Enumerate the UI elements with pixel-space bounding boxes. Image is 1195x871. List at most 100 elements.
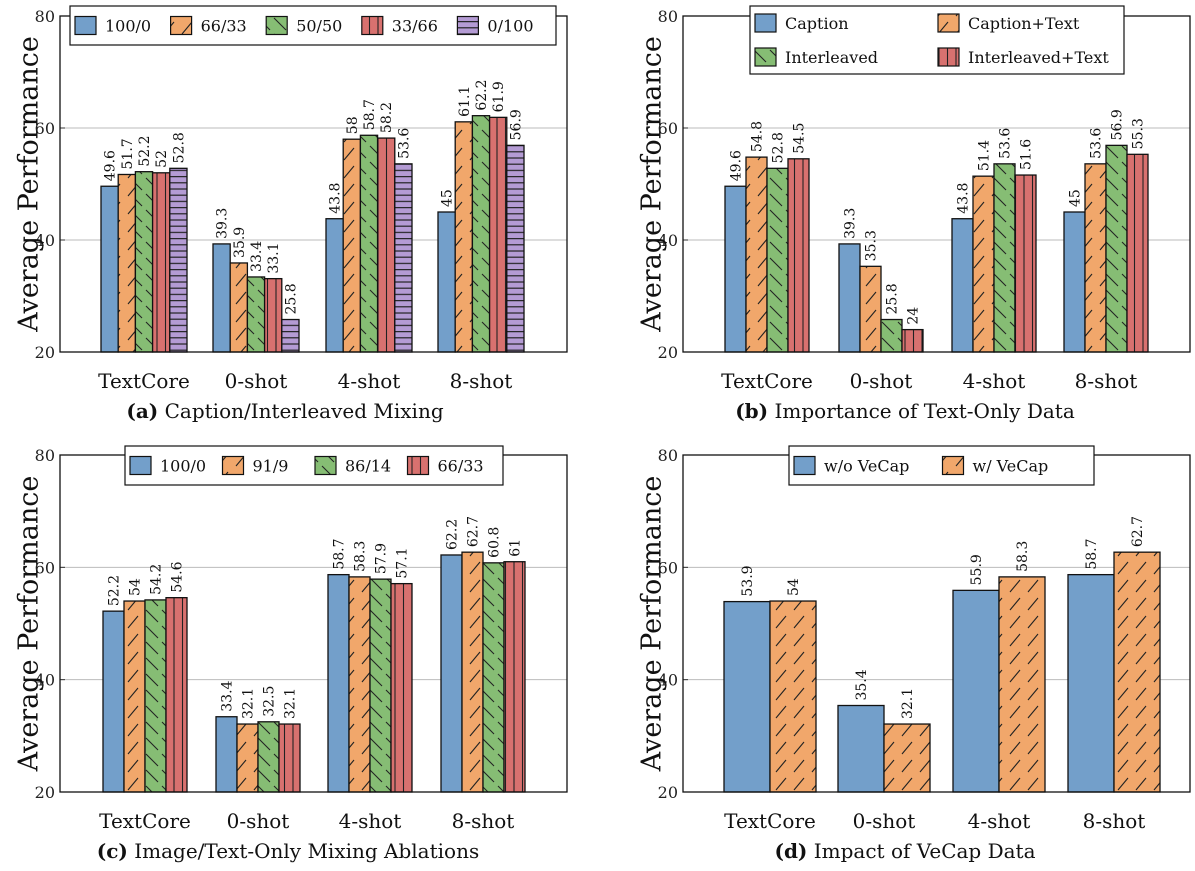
data-label: 52.2 bbox=[107, 575, 123, 606]
x-tick-label: 0-shot bbox=[225, 369, 288, 393]
legend: Caption Caption+Text Interleaved Interleave… bbox=[749, 5, 1125, 75]
data-label: 39.3 bbox=[215, 208, 231, 239]
legend-swatch bbox=[129, 455, 152, 476]
bar bbox=[972, 175, 995, 353]
data-label: 53.6 bbox=[998, 128, 1014, 159]
chart-panel-d: 20 40 60 80 Average Performance 53.9 54 TextCor… bbox=[636, 445, 1191, 863]
bar bbox=[281, 318, 300, 353]
y-tick-label: 20 bbox=[35, 343, 55, 362]
data-label: 49.6 bbox=[729, 150, 745, 181]
y-axis-label: Average Performance bbox=[636, 476, 667, 773]
data-label: 33.4 bbox=[249, 241, 265, 272]
bar bbox=[723, 600, 771, 793]
panel-caption: (c) Image/Text-Only Mixing Ablations bbox=[97, 839, 479, 863]
legend-swatch bbox=[941, 455, 965, 476]
bar bbox=[838, 243, 861, 353]
bar bbox=[165, 597, 188, 793]
x-tick-label: 8-shot bbox=[452, 809, 515, 833]
bar bbox=[787, 158, 810, 353]
panel-caption: (a) Caption/Interleaved Mixing bbox=[126, 399, 443, 423]
bar bbox=[1063, 211, 1086, 353]
bar bbox=[506, 144, 525, 353]
data-label: 58.7 bbox=[362, 99, 378, 130]
bar bbox=[359, 134, 379, 353]
bar bbox=[440, 554, 463, 793]
y-tick-label: 40 bbox=[35, 231, 55, 250]
bar bbox=[117, 173, 137, 353]
data-label: 54.2 bbox=[149, 564, 165, 595]
caption-label: (a) bbox=[126, 399, 158, 423]
legend-swatch bbox=[361, 15, 384, 36]
bar bbox=[169, 167, 188, 353]
bar bbox=[369, 578, 392, 793]
x-tick-label: 4-shot bbox=[963, 369, 1026, 393]
data-label: 58 bbox=[345, 116, 361, 134]
y-tick-label: 60 bbox=[35, 558, 55, 577]
legend: 100/0 91/9 86/14 66/33 bbox=[124, 445, 504, 486]
legend-swatch bbox=[265, 15, 288, 36]
data-label: 25.8 bbox=[885, 283, 901, 314]
legend-swatch bbox=[406, 455, 430, 476]
x-tick-label: TextCore bbox=[98, 369, 190, 393]
caption-text: Impact of VeCap Data bbox=[807, 839, 1035, 863]
x-tick-label: 4-shot bbox=[338, 369, 401, 393]
bar bbox=[348, 576, 371, 793]
data-label: 58.7 bbox=[332, 538, 348, 569]
bar bbox=[880, 318, 903, 353]
bar bbox=[236, 723, 259, 793]
caption-text: Image/Text-Only Mixing Ablations bbox=[128, 839, 479, 863]
data-label: 62.2 bbox=[474, 80, 490, 111]
bar bbox=[998, 576, 1046, 793]
data-label: 54 bbox=[786, 578, 802, 596]
data-label: 55.9 bbox=[969, 554, 985, 585]
bar bbox=[327, 573, 350, 793]
bar bbox=[246, 276, 266, 353]
bar bbox=[123, 600, 146, 793]
legend-label: 50/50 bbox=[296, 17, 342, 36]
bar bbox=[503, 561, 526, 793]
legend-label: 86/14 bbox=[345, 457, 391, 476]
data-label: 52.8 bbox=[771, 132, 787, 163]
chart-panel-b: 20 40 60 80 Average Performance 49.6 54.8 52.8 5… bbox=[636, 5, 1191, 423]
x-tick-label: TextCore bbox=[99, 809, 191, 833]
legend-box bbox=[788, 445, 1095, 486]
y-tick-label: 40 bbox=[35, 671, 55, 690]
legend-label: w/o VeCap bbox=[824, 457, 909, 476]
data-label: 51.6 bbox=[1019, 139, 1035, 170]
y-tick-label: 80 bbox=[35, 7, 55, 26]
bar bbox=[461, 551, 484, 793]
legend-box bbox=[749, 5, 1125, 75]
data-label: 51.4 bbox=[977, 140, 993, 171]
data-label: 62.2 bbox=[445, 519, 461, 550]
bar bbox=[102, 610, 125, 793]
data-label: 52 bbox=[154, 150, 170, 168]
bar bbox=[724, 185, 747, 353]
x-tick-label: 0-shot bbox=[227, 809, 290, 833]
legend: w/o VeCap w/ VeCap bbox=[788, 445, 1095, 486]
x-tick-label: 0-shot bbox=[853, 809, 916, 833]
data-label: 58.7 bbox=[1084, 538, 1100, 569]
data-label: 32.1 bbox=[283, 688, 299, 719]
legend-swatch bbox=[221, 455, 245, 476]
bar bbox=[745, 156, 768, 353]
data-label: 43.8 bbox=[328, 183, 344, 214]
data-label: 54.5 bbox=[792, 123, 808, 154]
data-label: 58.3 bbox=[1015, 541, 1031, 572]
bar bbox=[1084, 163, 1107, 353]
data-label: 60.8 bbox=[487, 527, 503, 558]
y-tick-label: 80 bbox=[658, 7, 678, 26]
data-label: 45 bbox=[1068, 189, 1084, 207]
caption-text: Caption/Interleaved Mixing bbox=[158, 399, 444, 423]
data-label: 52.2 bbox=[137, 136, 153, 167]
x-tick-label: 4-shot bbox=[968, 809, 1031, 833]
data-label: 53.9 bbox=[740, 565, 756, 596]
bar bbox=[993, 163, 1016, 353]
bar bbox=[376, 137, 396, 353]
bar bbox=[883, 723, 931, 793]
bar bbox=[394, 163, 413, 353]
x-tick-label: 8-shot bbox=[1083, 809, 1146, 833]
bar bbox=[144, 599, 167, 793]
data-label: 53.6 bbox=[396, 128, 412, 159]
